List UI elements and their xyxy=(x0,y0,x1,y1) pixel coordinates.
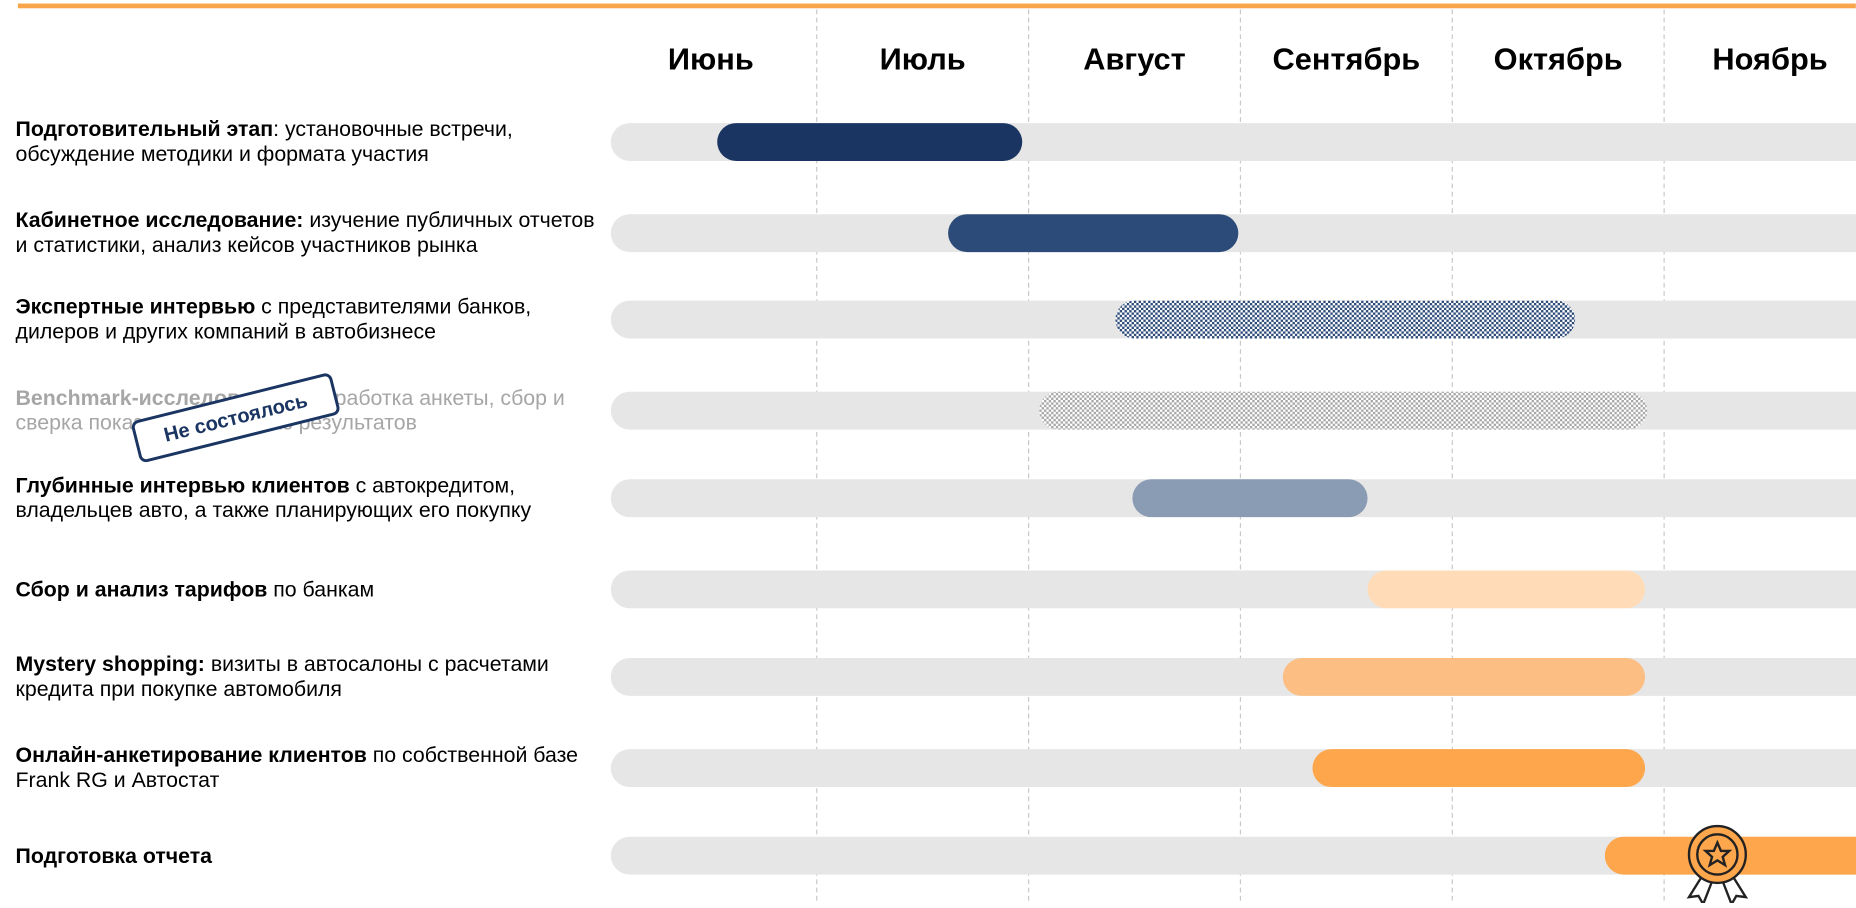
task-title: Подготовка отчета xyxy=(15,843,212,867)
task-bar xyxy=(1312,749,1646,788)
task-label: Онлайн-анкетирование клиентов по собстве… xyxy=(16,721,602,816)
task-label: Экспертные интервью с представителями ба… xyxy=(16,272,602,367)
task-label-box: Сбор и анализ тарифов по банкам xyxy=(16,542,602,637)
task-bar xyxy=(948,214,1239,253)
task-label: Mystery shopping: визиты в автосалоны с … xyxy=(16,630,602,725)
task-label: Кабинетное исследование: изучение публич… xyxy=(16,186,602,281)
task-label-box: Кабинетное исследование: изучение публич… xyxy=(16,186,602,281)
task-label-box: Глубинные интервью клиентов с автокредит… xyxy=(16,451,602,546)
rows: Подготовительный этап: установочные встр… xyxy=(16,95,1856,903)
task-label-box: Mystery shopping: визиты в автосалоны с … xyxy=(16,630,602,725)
task-description: по банкам xyxy=(267,576,375,601)
task-label-box: Подготовка отчета xyxy=(16,808,602,903)
task-bar xyxy=(717,123,1023,161)
top-rule xyxy=(17,3,1856,9)
task-label: Глубинные интервью клиентов с автокредит… xyxy=(16,451,602,546)
track xyxy=(610,570,1856,609)
task-label: Подготовительный этап: установочные встр… xyxy=(16,95,602,190)
month-label: Июль xyxy=(880,42,966,77)
task-description: визиты в автосалоны с расчетами кредита … xyxy=(15,652,549,701)
task-title: Подготовительный этап xyxy=(15,117,274,141)
track xyxy=(610,749,1856,788)
task-title: Онлайн-анкетирование клиентов xyxy=(15,743,367,767)
task-label: Подготовка отчета xyxy=(16,808,602,903)
task-title: Сбор и анализ тарифов xyxy=(15,576,268,601)
task-description: с автокредитом, владельцев авто, а также… xyxy=(15,473,532,522)
task-bar xyxy=(1039,391,1648,430)
month-label: Июнь xyxy=(668,42,754,77)
task-title: Mystery shopping: xyxy=(15,652,205,676)
month-label: Август xyxy=(1083,42,1185,77)
task-description: по собственной базе Frank RG и Автостат xyxy=(15,743,578,792)
medal-icon xyxy=(1686,824,1749,907)
stamp-box xyxy=(131,373,340,463)
task-bar xyxy=(1367,570,1646,609)
task-description: : установочные встречи, обсуждение метод… xyxy=(15,117,513,166)
track xyxy=(610,658,1856,696)
task-label-box: Подготовительный этап: установочные встр… xyxy=(16,95,602,190)
task-bar xyxy=(1132,479,1368,518)
task-label-box: Экспертные интервью с представителями ба… xyxy=(16,272,602,367)
track xyxy=(610,836,1856,875)
task-title: Глубинные интервью клиентов xyxy=(15,473,350,498)
task-description: с представителями банков, дилеров и друг… xyxy=(15,294,532,344)
task-bar xyxy=(1115,300,1576,339)
task-bar xyxy=(1282,658,1646,696)
task-title: Кабинетное исследование: xyxy=(15,208,304,232)
task-title: Экспертные интервью xyxy=(15,294,256,319)
task-label-box: Онлайн-анкетирование клиентов по собстве… xyxy=(16,721,602,816)
month-label: Октябрь xyxy=(1494,42,1623,77)
month-label: Ноябрь xyxy=(1712,42,1827,77)
month-label: Сентябрь xyxy=(1273,42,1421,77)
task-description: изучение публичных отчетов и статистики,… xyxy=(15,208,595,257)
task-label: Сбор и анализ тарифов по банкам xyxy=(16,542,602,637)
grid: Июнь Июль Август Сентябрь Октябрь Ноябрь xyxy=(668,9,1828,903)
